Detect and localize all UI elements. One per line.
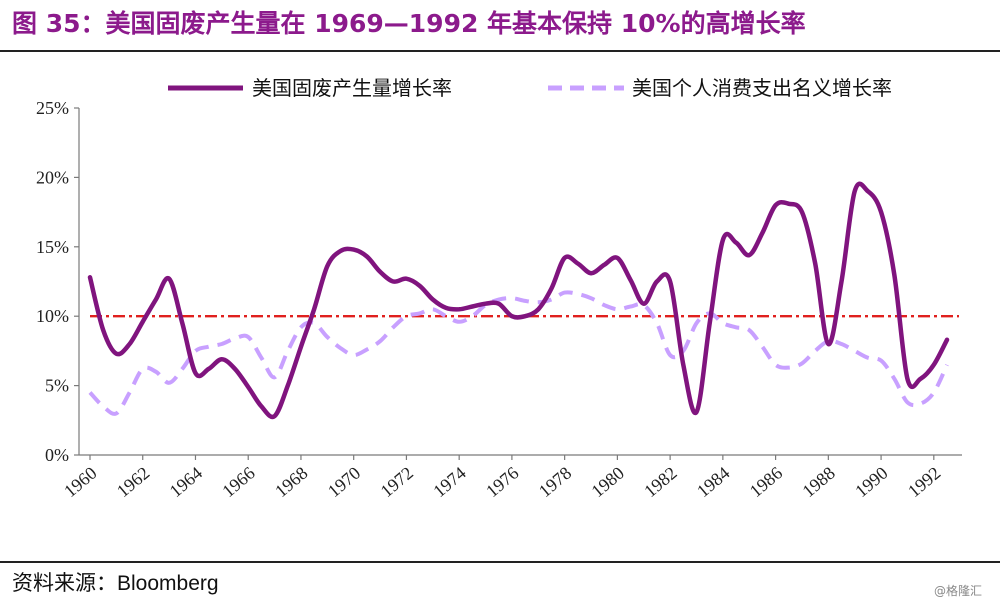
x-tick-label: 1960 [60, 463, 100, 501]
x-tick-label: 1984 [693, 463, 733, 501]
x-tick-label: 1974 [429, 463, 469, 501]
bottom-rule [0, 561, 1000, 563]
line-chart: 0% 5% 10% 15% 20% 25% 1960 1962 1964 1966 1968 1970… [36, 76, 962, 501]
series-line-consumption [88, 290, 949, 416]
x-tick-label: 1966 [218, 463, 258, 501]
x-tick-label: 1986 [746, 463, 786, 501]
x-tick-label: 1972 [377, 463, 417, 501]
source-note: 资料来源：Bloomberg [12, 567, 219, 597]
y-tick-label: 20% [36, 167, 69, 187]
source-name: Bloomberg [117, 572, 219, 595]
chart-legend: 美国固废产生量增长率 美国个人消费支出名义增长率 [168, 76, 892, 100]
x-tick-label: 1970 [324, 463, 364, 501]
y-tick-label: 5% [45, 376, 69, 396]
legend-item-consumption-label: 美国个人消费支出名义增长率 [632, 76, 892, 100]
x-tick-label: 1962 [113, 463, 153, 501]
y-tick-label: 0% [45, 445, 69, 465]
source-label: 资料来源： [12, 571, 117, 595]
y-tick-label: 15% [36, 237, 69, 257]
figure-title: 图 35：美国固废产生量在 1969—1992 年基本保持 10%的高增长率 [12, 9, 806, 38]
y-tick-label: 10% [36, 306, 69, 326]
series-line-waste [87, 181, 950, 420]
x-tick-label: 1980 [588, 463, 628, 501]
x-tick-label: 1990 [851, 463, 891, 501]
watermark: @格隆汇 [933, 584, 982, 598]
x-tick-label: 1968 [271, 463, 311, 501]
x-tick-label: 1978 [535, 463, 575, 501]
x-tick-label: 1976 [482, 463, 522, 501]
x-tick-label: 1988 [798, 463, 838, 501]
x-tick-label: 1964 [166, 463, 206, 501]
x-tick-label: 1992 [904, 463, 944, 501]
top-rule [0, 50, 1000, 52]
series-group [87, 181, 950, 420]
legend-item-waste-label: 美国固废产生量增长率 [252, 76, 452, 100]
x-tick-label: 1982 [640, 463, 680, 501]
y-tick-label: 25% [36, 98, 69, 118]
